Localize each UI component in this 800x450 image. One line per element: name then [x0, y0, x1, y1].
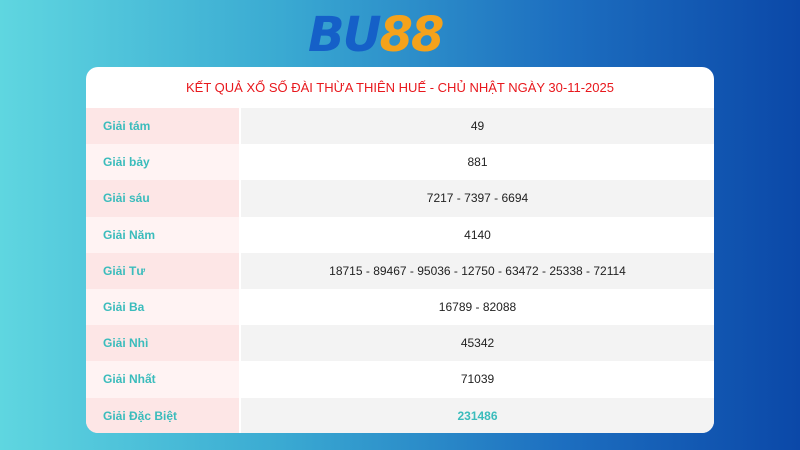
table-row: Giải Đặc Biệt 231486: [86, 397, 714, 433]
table-title: KẾT QUẢ XỔ SỐ ĐÀI THỪA THIÊN HUẾ - CHỦ N…: [186, 80, 614, 95]
prize-label: Giải Đặc Biệt: [86, 397, 241, 433]
prize-value: 45342: [241, 325, 714, 362]
prize-value: 18715 - 89467 - 95036 - 12750 - 63472 - …: [241, 252, 714, 289]
prize-value: 4140: [241, 216, 714, 253]
table-row: Giải bảy 881: [86, 144, 714, 181]
prize-label: Giải Tư: [86, 252, 241, 289]
prize-value: 16789 - 82088: [241, 288, 714, 326]
table-row: Giải Ba 16789 - 82088: [86, 288, 714, 326]
table-row: Giải Nhất 71039: [86, 361, 714, 398]
prize-value: 49: [241, 108, 714, 145]
prize-label: Giải tám: [86, 108, 241, 145]
prize-value: 71039: [241, 361, 714, 398]
results-table: KẾT QUẢ XỔ SỐ ĐÀI THỪA THIÊN HUẾ - CHỦ N…: [86, 67, 714, 433]
prize-label: Giải sáu: [86, 180, 241, 217]
prize-label: Giải Ba: [86, 288, 241, 326]
prize-value: 881: [241, 144, 714, 181]
table-row: Giải Tư 18715 - 89467 - 95036 - 12750 - 6…: [86, 252, 714, 289]
prize-label: Giải Năm: [86, 216, 241, 253]
prize-label: Giải Nhì: [86, 325, 241, 362]
table-row: Giải tám 49: [86, 108, 714, 145]
table-row: Giải Nhì 45342: [86, 325, 714, 362]
prize-value: 7217 - 7397 - 6694: [241, 180, 714, 217]
prize-label: Giải Nhất: [86, 361, 241, 398]
table-row: Giải Năm 4140: [86, 216, 714, 253]
prize-value: 231486: [241, 397, 714, 433]
prize-label: Giải bảy: [86, 144, 241, 181]
table-row: Giải sáu 7217 - 7397 - 6694: [86, 180, 714, 217]
bu88-logo: BU88: [308, 7, 444, 63]
